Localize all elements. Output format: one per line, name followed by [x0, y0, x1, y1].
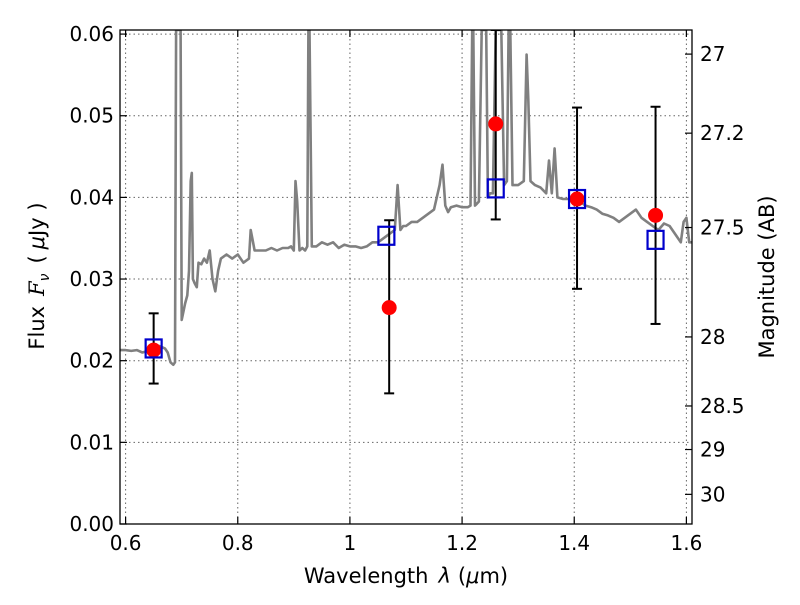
- y-tick-label: 0.06: [69, 22, 114, 46]
- observed-point: [488, 116, 504, 132]
- model-point: [567, 188, 587, 210]
- observed-points: [146, 116, 664, 358]
- observed-point: [381, 300, 397, 316]
- observed-point: [569, 191, 585, 207]
- y-tick-label: 0.02: [69, 349, 114, 373]
- x-tick-label: 1: [344, 531, 357, 555]
- y-tick-label: 0.03: [69, 267, 114, 291]
- x-tick-label: 0.8: [222, 531, 254, 555]
- model-point: [144, 338, 163, 359]
- grid-layer: [120, 30, 692, 525]
- y-axis-title: FluxFν(μJy ): [25, 202, 53, 349]
- axis-ticks: 0.6 0.8 1 1.2 1.4 1.6 0.00 0.01 0.02 0.03 0.04 0.05…: [69, 22, 744, 555]
- y2-tick-label: 30: [700, 482, 725, 506]
- y2-tick-label: 27.5: [700, 216, 745, 240]
- y-tick-label: 0.04: [69, 185, 114, 209]
- x-axis-title: Wavelength λ (μm): [304, 564, 508, 588]
- plot-frame: [119, 29, 693, 525]
- observed-point: [648, 207, 664, 223]
- y2-tick-label: 27: [700, 42, 725, 66]
- y2-axis-title: Magnitude (AB): [755, 195, 779, 358]
- model-point: [486, 178, 505, 199]
- x-tick-label: 1.6: [670, 531, 702, 555]
- observed-point: [146, 342, 162, 358]
- x-tick-label: 0.6: [110, 531, 142, 555]
- y2-tick-label: 27.2: [700, 121, 745, 145]
- model-point: [646, 229, 665, 250]
- y-tick-label: 0.01: [69, 430, 114, 454]
- y2-tick-label: 28.5: [700, 394, 745, 418]
- y-tick-label: 0.00: [69, 512, 114, 536]
- y2-tick-label: 28: [700, 325, 725, 349]
- y2-tick-label: 29: [700, 438, 725, 462]
- y-tick-label: 0.05: [69, 104, 114, 128]
- error-bars: [148, 30, 661, 395]
- x-tick-label: 1.4: [558, 531, 590, 555]
- model-point: [377, 225, 396, 246]
- x-tick-label: 1.2: [446, 531, 478, 555]
- plot-area: [120, 30, 692, 395]
- model-points: [144, 178, 665, 359]
